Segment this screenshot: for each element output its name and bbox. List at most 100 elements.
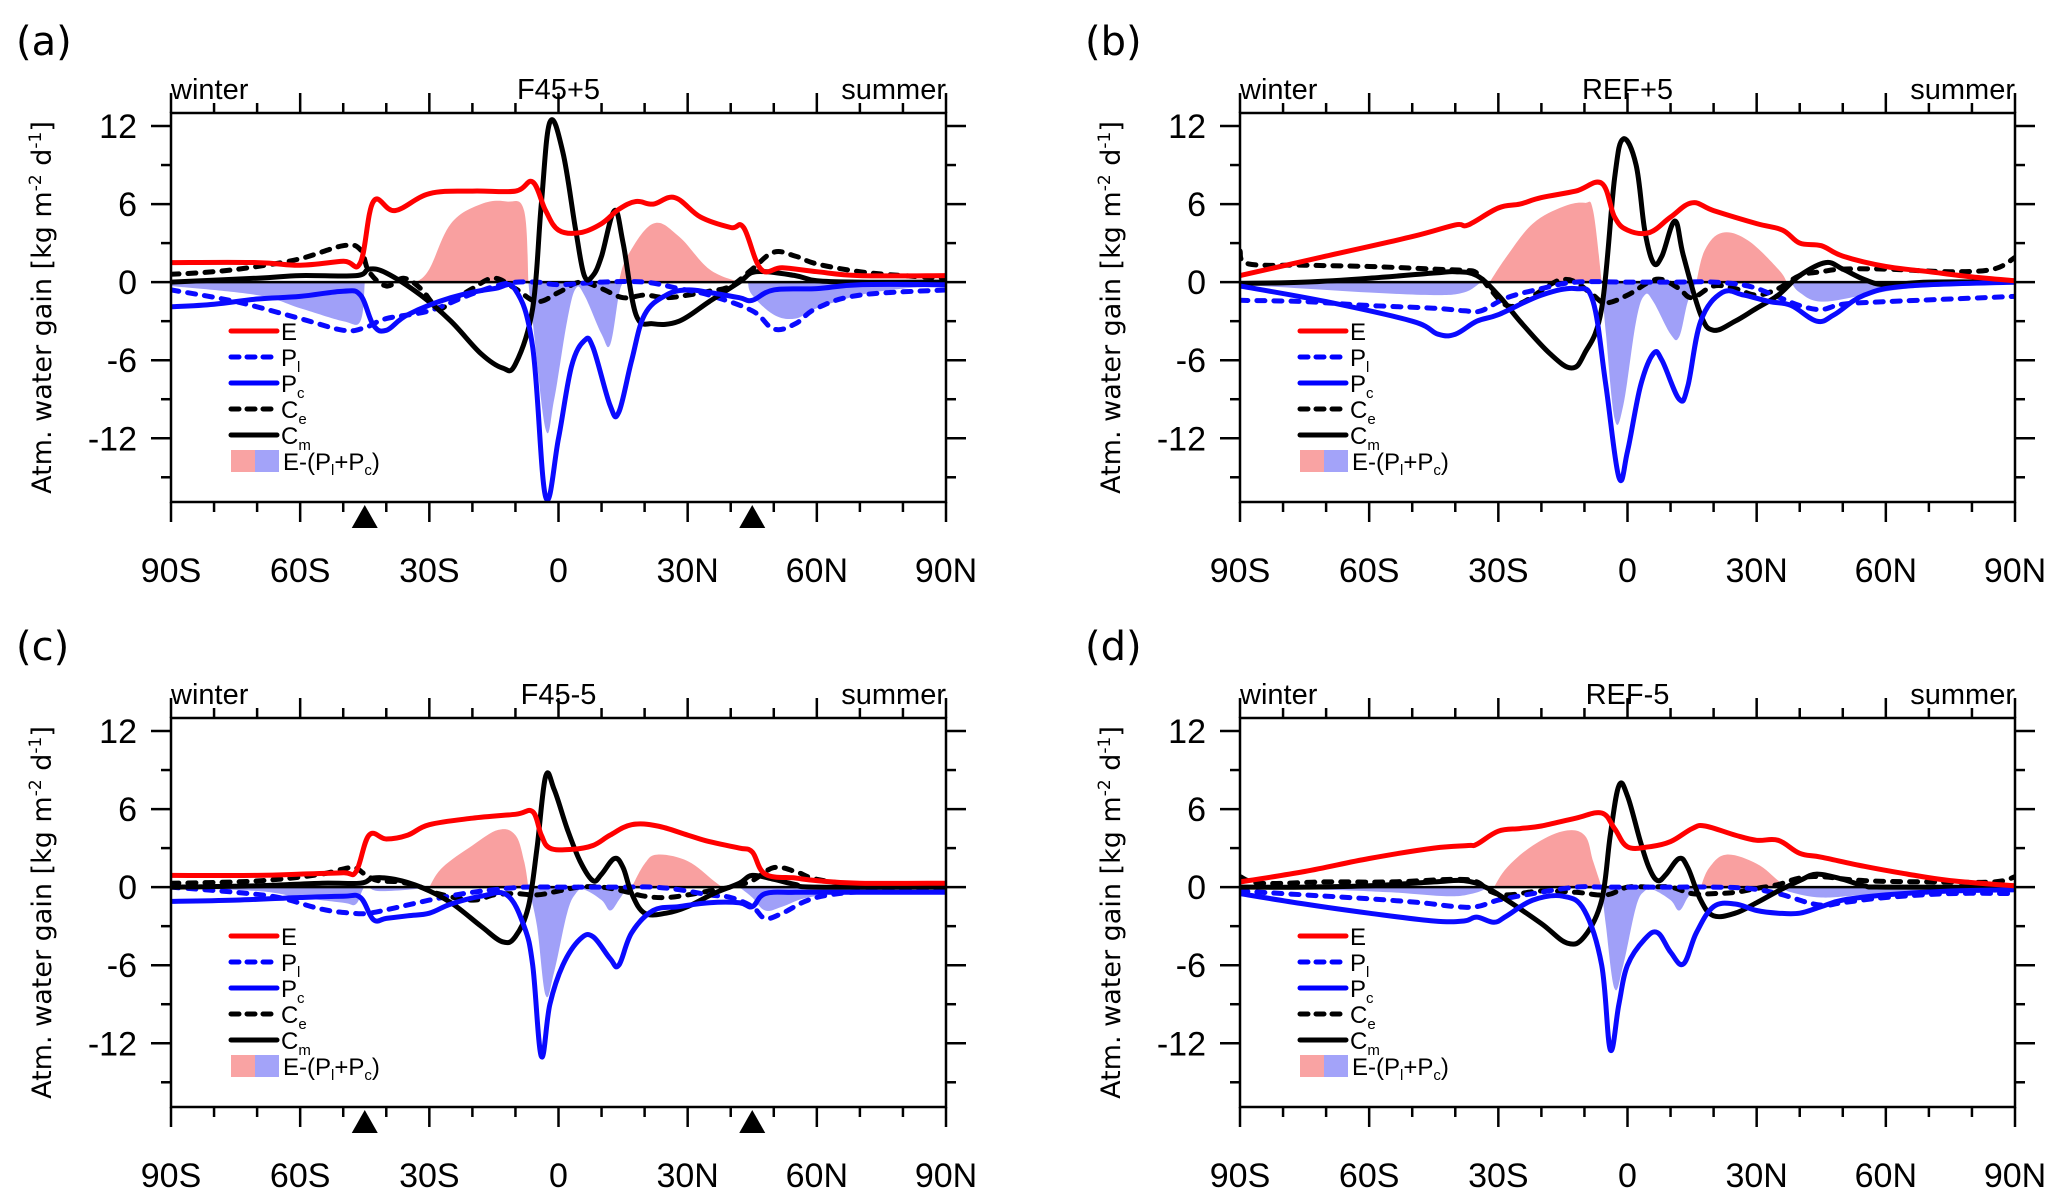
y-tick-label: -12 [88,420,137,458]
legend-item-Cm: Cm [1297,423,1380,454]
legend-subscript: e [1367,1016,1375,1033]
legend-text-part: P [1350,976,1366,1003]
legend-text-part: E [1350,319,1366,346]
legend-item-Cm: Cm [228,423,311,454]
y-axis-label-superscript: -2 [1095,779,1115,796]
series-line-Cm [171,770,946,946]
latitude-marker-triangle [351,505,378,528]
x-tick-label: 30S [1468,552,1529,590]
legend-item-Cm: Cm [228,1028,311,1059]
y-tick-label: 6 [1187,791,1206,829]
y-tick-label: 12 [99,713,137,751]
top-right-label: summer [841,679,946,711]
x-tick-label: 0 [549,1157,568,1195]
x-tick-label: 90S [1210,1157,1271,1195]
legend-item-Ce: Ce [228,397,307,428]
legend-label: Cm [1350,1028,1380,1059]
y-tick-label: 0 [118,264,137,302]
legend-label: Pl [281,345,300,376]
x-tick-label: 30S [399,552,460,590]
legend-text-part: +P [1403,1054,1433,1081]
legend-label: E-(Pl+Pc) [1352,449,1449,479]
y-axis-label: Atm. water gain [kg m-2 d-1] [1095,121,1127,494]
x-tick-label: 90S [1210,552,1271,590]
y-axis-label-superscript: -2 [1095,174,1115,191]
x-tick-label: 30N [656,1157,718,1195]
legend-item-Pc: Pc [228,976,305,1007]
y-axis-label-part: ] [1096,121,1127,132]
x-tick-label: 90N [915,552,977,590]
legend-item-Pl: Pl [228,345,300,376]
y-axis-label-part: ] [27,121,58,132]
legend-subscript: l [331,1067,334,1084]
legend-text-part: ) [372,449,380,476]
legend-subscript: l [1366,359,1369,376]
x-tick-label: 60N [786,1157,848,1195]
legend-subscript: l [1400,462,1403,479]
legend-label: Pl [1350,345,1369,376]
series-line-E [1240,810,2015,889]
top-left-label: winter [170,679,249,711]
legend-label: E [281,924,297,951]
legend-label: E-(Pl+Pc) [283,1054,380,1084]
legend-subscript: e [298,1016,306,1033]
legend-text-part: ) [1441,1054,1449,1081]
fill-positive-e-minus-p [1696,232,1787,283]
series-line-Pl [1240,884,2015,910]
y-axis-label-superscript: -1 [1095,737,1115,754]
y-tick-label: -6 [107,342,137,380]
latitude-marker-triangle [739,505,766,528]
series-line-Ce [1240,248,2015,309]
legend-label: Ce [281,1002,307,1033]
y-axis-label-part: Atm. water gain [kg m [27,796,58,1099]
top-right-label: summer [841,74,946,106]
legend-subscript: c [364,462,372,479]
series-line-E [1240,179,2015,284]
legend-text-part: C [1350,1002,1367,1029]
plot-area [171,770,946,1060]
x-tick-label: 60S [270,552,331,590]
x-tick-label: 30N [1725,1157,1787,1195]
x-tick-label: 60S [1339,552,1400,590]
legend-label: Ce [1350,397,1376,428]
legend-text-part: P [281,371,297,398]
legend-text-part: P [281,976,297,1003]
legend-text-part: ) [372,1054,380,1081]
legend-text-part: C [281,1028,298,1055]
legend-subscript: c [297,990,305,1007]
legend-text-part: +P [334,449,364,476]
legend-item-EP: E-(Pl+Pc) [231,449,380,479]
legend-subscript: c [1366,990,1374,1007]
legend-swatch-negative [255,1055,279,1077]
x-tick-label: 60N [786,552,848,590]
legend-item-Ce: Ce [1297,1002,1376,1033]
legend-text-part: E [1350,924,1366,951]
series-line-Cm [171,117,946,374]
x-tick-label: 0 [1618,1157,1637,1195]
legend-label: E-(Pl+Pc) [1352,1054,1449,1084]
latitude-marker-triangle [351,1110,378,1133]
fill-negative-e-minus-p [528,887,628,998]
y-tick-label: 0 [1187,264,1206,302]
x-tick-label: 90N [1984,1157,2046,1195]
legend-item-EP: E-(Pl+Pc) [1300,1054,1449,1084]
x-tick-label: 90S [141,552,202,590]
legend-item-E: E [1297,924,1366,951]
legend-label: Ce [1350,1002,1376,1033]
y-axis-label-superscript: -1 [1095,132,1115,149]
legend-text-part: C [1350,1028,1367,1055]
fill-positive-e-minus-p [631,854,723,888]
y-tick-label: 12 [99,108,137,146]
top-right-label: summer [1910,74,2015,106]
legend-text-part: C [1350,397,1367,424]
legend-item-Pc: Pc [1297,976,1374,1007]
x-tick-label: 60N [1855,1157,1917,1195]
y-tick-label: 6 [1187,186,1206,224]
y-tick-label: -12 [1157,1025,1206,1063]
y-axis-label-superscript: -1 [26,737,46,754]
